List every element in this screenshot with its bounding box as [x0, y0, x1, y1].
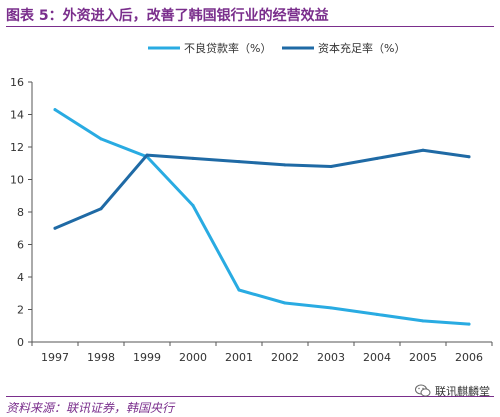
wechat-icon — [415, 384, 431, 397]
x-tick-label: 2001 — [225, 351, 253, 364]
series-layer — [53, 108, 471, 326]
data-point-npl — [421, 319, 425, 323]
x-tick-label: 2003 — [317, 351, 345, 364]
data-point-npl — [329, 306, 333, 310]
data-point-npl — [191, 204, 195, 207]
x-tick-label: 1999 — [133, 351, 161, 364]
series-line-capital — [53, 148, 471, 230]
axes: 0 2 4 6 8 10 12 14 16 1997 1998 1999 2000 2001 2002 200… — [10, 76, 493, 364]
data-point-capital — [99, 207, 103, 211]
x-tick-label: 2000 — [179, 351, 207, 364]
x-tick-label: 2006 — [455, 351, 483, 364]
data-point-capital — [191, 156, 195, 160]
x-tick-label: 1998 — [87, 351, 115, 364]
y-tick-label: 4 — [17, 271, 24, 284]
y-tick-label: 10 — [10, 174, 24, 187]
legend-label-npl: 不良贷款率（%） — [184, 41, 271, 55]
data-point-capital — [467, 155, 471, 159]
data-point-npl — [99, 137, 103, 141]
figure-title: 图表 5：外资进入后，改善了韩国银行业的经营效益 — [6, 8, 329, 24]
y-tick-label: 16 — [10, 76, 24, 89]
data-point-npl — [283, 301, 287, 305]
data-point-capital — [237, 160, 241, 164]
x-tick-label: 2005 — [409, 351, 437, 364]
source-note: 资料来源：联讯证券，韩国央行 — [6, 401, 175, 415]
x-tick-label: 2004 — [363, 351, 391, 364]
data-point-npl — [237, 288, 241, 292]
series-line-npl — [53, 108, 471, 326]
y-tick-label: 0 — [17, 336, 24, 349]
data-point-capital — [283, 163, 287, 167]
data-point-capital — [53, 226, 57, 230]
legend: 不良贷款率（%） 资本充足率（%） — [148, 41, 405, 55]
watermark: 联讯麒麟堂 — [415, 382, 490, 400]
legend-label-capital: 资本充足率（%） — [318, 41, 405, 55]
y-tick-label: 6 — [17, 239, 24, 252]
y-tick-label: 12 — [10, 141, 24, 154]
watermark-text: 联讯麒麟堂 — [435, 385, 490, 398]
x-tick-label: 2002 — [271, 351, 299, 364]
footer-divider — [6, 396, 494, 397]
data-point-npl — [53, 108, 57, 112]
line-chart: 不良贷款率（%） 资本充足率（%） 0 2 4 6 8 10 12 14 16 1997 1998 1… — [10, 41, 493, 364]
title-divider — [6, 26, 494, 27]
x-tick-label: 1997 — [41, 351, 69, 364]
data-point-capital — [145, 153, 149, 157]
data-point-npl — [375, 312, 379, 316]
y-tick-label: 14 — [10, 109, 24, 122]
data-point-npl — [467, 322, 471, 326]
y-tick-label: 2 — [17, 304, 24, 317]
data-point-capital — [421, 148, 425, 152]
y-tick-label: 8 — [17, 206, 24, 219]
data-point-capital — [329, 165, 333, 168]
data-point-capital — [375, 156, 379, 160]
